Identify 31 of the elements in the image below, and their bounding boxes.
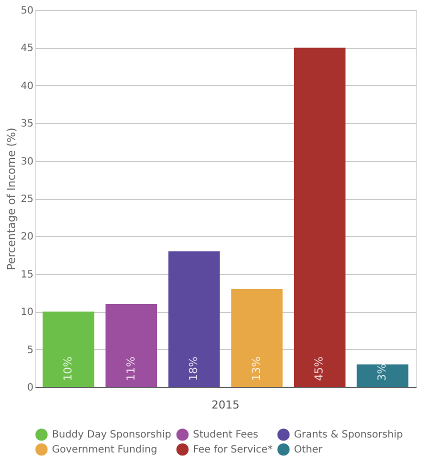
data-label: 13% (250, 356, 263, 381)
y-tick-label: 0 (27, 382, 34, 394)
bar (106, 304, 158, 387)
bar (168, 251, 220, 387)
bar (356, 364, 408, 387)
y-tick-label: 20 (20, 232, 34, 243)
bar (231, 288, 283, 387)
y-tick-label: 25 (20, 194, 34, 205)
x-tick-label: 2015 (212, 398, 240, 412)
legend-label: Buddy Day Sponsorship (52, 430, 172, 441)
y-tick-label: 30 (20, 156, 34, 168)
data-label: 3% (376, 364, 389, 381)
bar (294, 48, 346, 387)
data-label: 11% (124, 356, 138, 381)
data-label: 45% (312, 356, 326, 381)
y-tick-label: 15 (20, 269, 34, 280)
y-tick-label: 10 (20, 307, 34, 318)
legend-label: Other (294, 444, 324, 456)
legend-label: Government Funding (52, 444, 158, 456)
bar (42, 312, 94, 387)
legend-label: Grants & Sponsorship (294, 430, 403, 441)
y-axis-title: Percentage of Income (%) (4, 128, 18, 270)
y-tick-label: 50 (20, 6, 34, 16)
legend-label: Student Fees (193, 430, 258, 441)
y-tick-label: 40 (20, 80, 34, 92)
legend-label: Fee for Service* (193, 444, 273, 456)
data-label: 10% (61, 356, 74, 381)
data-label: 18% (187, 356, 200, 381)
y-tick-label: 5 (27, 344, 34, 356)
y-tick-label: 35 (20, 118, 34, 130)
y-tick-label: 45 (20, 43, 34, 54)
